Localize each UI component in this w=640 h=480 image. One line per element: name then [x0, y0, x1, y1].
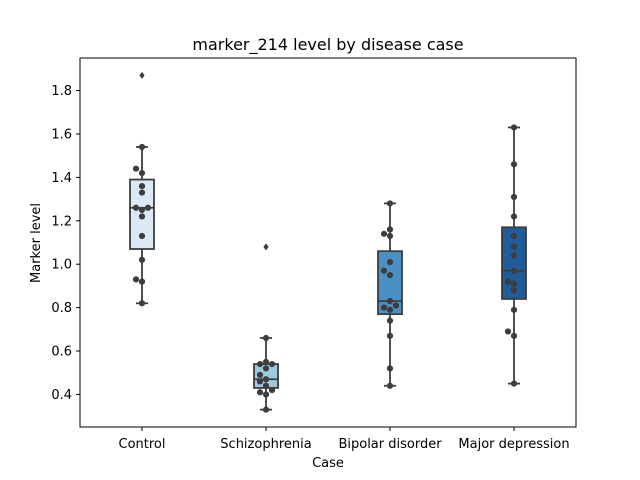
- data-point: [386, 271, 394, 279]
- data-point: [138, 256, 146, 263]
- outlier-point: [139, 71, 145, 79]
- data-point: [504, 278, 512, 285]
- plot-area: 0.4 0.6 0.8 1.0 1.2 1.4 1.6 1.8 Control Schizophr…: [51, 71, 570, 452]
- data-point: [268, 360, 276, 368]
- data-point: [510, 332, 518, 339]
- x-tick-label: Control: [119, 437, 166, 452]
- data-point: [256, 371, 264, 379]
- data-point: [262, 365, 270, 372]
- data-point: [386, 317, 394, 324]
- data-point: [386, 332, 394, 339]
- data-point: [380, 267, 388, 274]
- box: [501, 226, 527, 300]
- data-point: [386, 258, 394, 266]
- data-point: [392, 302, 400, 309]
- x-axis-label: Case: [312, 456, 344, 471]
- data-point: [386, 365, 394, 372]
- data-point: [144, 204, 152, 211]
- data-point: [138, 213, 146, 220]
- y-axis-label: Marker level: [29, 203, 44, 283]
- data-point: [386, 298, 394, 305]
- data-point: [138, 182, 146, 190]
- data-point: [132, 276, 140, 283]
- chart-title: marker_214 level by disease case: [192, 35, 463, 55]
- y-tick-label: 0.8: [51, 301, 72, 316]
- data-point: [504, 328, 512, 335]
- data-point: [510, 243, 518, 250]
- data-point: [510, 252, 518, 259]
- data-point: [256, 360, 264, 368]
- y-tick-label: 1.6: [51, 127, 72, 142]
- data-point: [138, 169, 146, 177]
- data-point: [510, 380, 518, 387]
- data-point: [262, 358, 270, 365]
- data-point: [138, 278, 146, 285]
- data-point: [262, 391, 270, 398]
- data-point: [386, 226, 394, 233]
- y-tick-label: 1.4: [51, 171, 72, 186]
- data-point: [268, 387, 276, 394]
- data-point: [256, 389, 264, 396]
- y-tick-label: 0.6: [51, 345, 72, 360]
- data-point: [386, 200, 394, 207]
- data-point: [386, 306, 394, 313]
- data-point: [262, 406, 270, 413]
- data-point: [380, 304, 388, 311]
- data-point: [138, 232, 146, 240]
- y-tick-label: 0.4: [51, 388, 72, 403]
- plot-frame: [79, 57, 577, 428]
- data-point: [510, 287, 518, 294]
- data-point: [510, 232, 518, 240]
- data-point: [510, 280, 518, 287]
- data-point: [262, 334, 270, 342]
- data-point: [510, 306, 518, 313]
- data-point: [510, 267, 518, 274]
- x-tick-label: Bipolar disorder: [338, 437, 442, 452]
- data-point: [138, 143, 146, 151]
- data-point: [132, 204, 140, 211]
- y-tick-label: 1.0: [51, 258, 72, 273]
- y-tick-label: 1.2: [51, 214, 72, 229]
- data-point: [386, 232, 394, 240]
- outlier-point: [263, 243, 269, 251]
- data-point: [262, 376, 270, 383]
- x-tick-label: Schizophrenia: [220, 437, 311, 452]
- x-tick-label: Major depression: [458, 437, 569, 452]
- data-point: [256, 378, 264, 385]
- data-point: [138, 206, 146, 214]
- data-point: [138, 300, 146, 307]
- data-point: [510, 193, 518, 201]
- data-point: [386, 382, 394, 389]
- data-point: [380, 230, 388, 237]
- data-point: [510, 161, 518, 168]
- data-point: [262, 382, 270, 389]
- y-tick-label: 1.8: [51, 84, 72, 99]
- data-point: [510, 213, 518, 220]
- data-point: [510, 124, 518, 131]
- data-point: [138, 189, 146, 196]
- data-point: [132, 165, 140, 172]
